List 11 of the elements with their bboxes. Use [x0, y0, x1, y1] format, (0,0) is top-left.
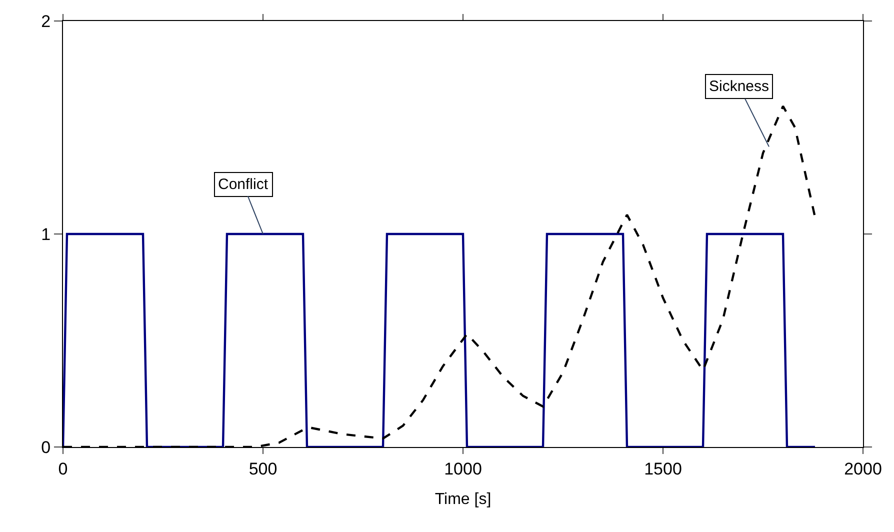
annotation: Sickness — [709, 78, 770, 95]
x-tick-label: 2000 — [844, 459, 882, 478]
x-tick-label: 1000 — [444, 459, 482, 478]
annotation: Conflict — [218, 176, 269, 193]
x-tick-label: 0 — [58, 459, 68, 478]
x-axis-title: Time [s] — [434, 491, 492, 508]
x-tick-label: 500 — [248, 459, 278, 478]
x-tick-label: 1500 — [644, 459, 682, 478]
y-tick-label: 1 — [41, 224, 51, 244]
y-tick-label: 0 — [41, 438, 51, 457]
y-tick-label: 2 — [41, 12, 51, 31]
